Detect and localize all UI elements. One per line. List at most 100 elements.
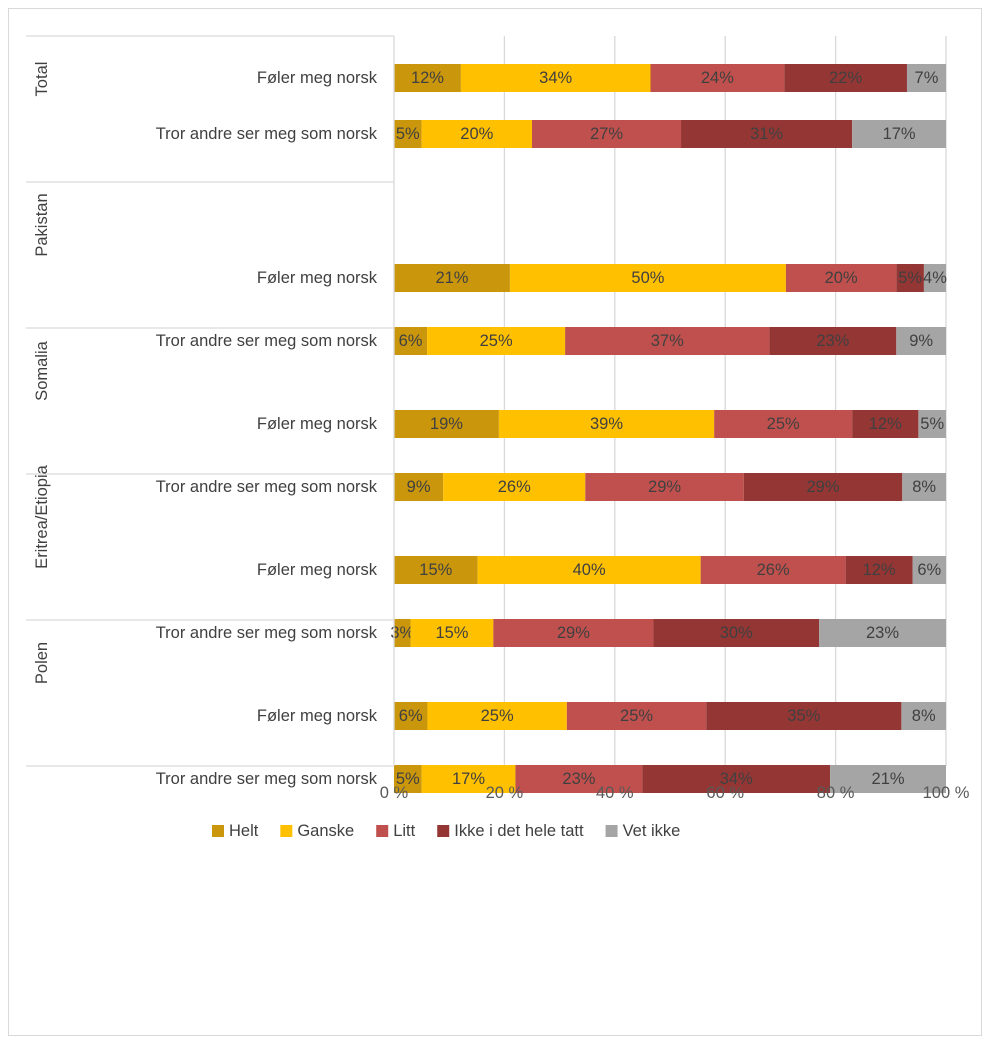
x-tick-label: 100 %: [923, 784, 970, 802]
x-tick-label: 40 %: [596, 784, 634, 802]
legend-swatch: [280, 825, 293, 837]
bar-segment: [700, 556, 846, 584]
bar-segment: [743, 473, 903, 501]
data-label: 25%: [620, 707, 653, 725]
data-label: 9%: [909, 332, 933, 350]
bar-segment: [819, 619, 946, 647]
data-label: 3%: [390, 624, 414, 642]
data-label: 19%: [430, 415, 463, 433]
data-label: 23%: [816, 332, 849, 350]
bar-segment: [653, 619, 820, 647]
bar-segment: [410, 619, 494, 647]
data-label: 4%: [923, 269, 947, 287]
data-label: 24%: [701, 69, 734, 87]
row-label: Føler meg norsk: [257, 707, 378, 725]
data-label: 34%: [720, 770, 753, 788]
bar-segment: [477, 556, 701, 584]
legend-swatch: [376, 825, 389, 837]
data-label: 37%: [651, 332, 684, 350]
bar-segment: [394, 473, 444, 501]
bar-segment: [394, 264, 510, 292]
bar-segment: [896, 327, 946, 355]
data-label: 15%: [419, 561, 452, 579]
data-label: 5%: [396, 125, 420, 143]
legend-label: Vet ikke: [623, 822, 681, 840]
group-label: Somalia: [33, 340, 51, 400]
bar-segment: [532, 120, 682, 148]
data-label: 5%: [920, 415, 944, 433]
legend-label: Litt: [393, 822, 415, 840]
data-label: 7%: [915, 69, 939, 87]
bar-segment: [427, 702, 567, 730]
data-label: 25%: [481, 707, 514, 725]
bar-segment: [852, 410, 919, 438]
data-label: 12%: [863, 561, 896, 579]
bar-segment: [830, 765, 946, 793]
row-label: Tror andre ser meg som norsk: [156, 478, 378, 496]
row-label: Tror andre ser meg som norsk: [156, 332, 378, 350]
bar-segment: [421, 120, 532, 148]
data-label: 26%: [757, 561, 790, 579]
bar-segment: [421, 765, 516, 793]
legend-label: Ikke i det hele tatt: [454, 822, 584, 840]
data-label: 29%: [648, 478, 681, 496]
data-label: 26%: [498, 478, 531, 496]
data-label: 21%: [435, 269, 468, 287]
bar-segment: [852, 120, 946, 148]
bar-segment: [918, 410, 946, 438]
data-label: 17%: [883, 125, 916, 143]
bar-segment: [896, 264, 924, 292]
chart-frame: Total Føler meg norsk 12% 34% 24% 22% 7% Tror a…: [8, 8, 982, 1036]
legend-swatch: [212, 825, 224, 837]
bar-segment: [681, 120, 853, 148]
data-label: 29%: [807, 478, 840, 496]
data-label: 50%: [631, 269, 664, 287]
bar-segment: [901, 702, 946, 730]
data-label: 5%: [396, 770, 420, 788]
data-label: 25%: [480, 332, 513, 350]
bar-segment: [394, 619, 411, 647]
bar-segment: [394, 410, 499, 438]
bar-segment: [566, 702, 707, 730]
data-label: 5%: [898, 269, 922, 287]
legend-label: Ganske: [297, 822, 354, 840]
row-label: Føler meg norsk: [257, 269, 378, 287]
x-tick-label: 80 %: [817, 784, 855, 802]
data-label: 6%: [399, 707, 423, 725]
data-label: 12%: [869, 415, 902, 433]
data-label: 23%: [866, 624, 899, 642]
data-label: 29%: [557, 624, 590, 642]
data-label: 31%: [750, 125, 783, 143]
bar-segment: [515, 765, 643, 793]
data-label: 20%: [825, 269, 858, 287]
bar-segment: [585, 473, 744, 501]
data-label: 22%: [829, 69, 862, 87]
row-label: Tror andre ser meg som norsk: [156, 770, 378, 788]
bar-segment: [565, 327, 770, 355]
data-label: 6%: [399, 332, 423, 350]
row-label: Tror andre ser meg som norsk: [156, 624, 378, 642]
bar-segment: [784, 64, 907, 92]
bar-segment: [394, 556, 478, 584]
data-label: 9%: [407, 478, 431, 496]
bar-segment: [394, 765, 422, 793]
data-label: 17%: [452, 770, 485, 788]
legend-swatch: [605, 825, 618, 837]
bar-segment: [912, 556, 946, 584]
data-label: 12%: [411, 69, 444, 87]
bar-segment: [906, 64, 946, 92]
bar-segment: [642, 765, 831, 793]
bar-segment: [498, 410, 715, 438]
bar-segment: [394, 120, 422, 148]
row-label: Føler meg norsk: [257, 561, 378, 579]
bar-segment: [460, 64, 651, 92]
bar-segment: [493, 619, 654, 647]
data-label: 21%: [872, 770, 905, 788]
data-label: 25%: [767, 415, 800, 433]
data-label: 39%: [590, 415, 623, 433]
x-tick-label: 20 %: [486, 784, 524, 802]
bar-segment: [394, 702, 428, 730]
data-label: 35%: [787, 707, 820, 725]
bar-segment: [394, 64, 461, 92]
data-label: 30%: [720, 624, 753, 642]
